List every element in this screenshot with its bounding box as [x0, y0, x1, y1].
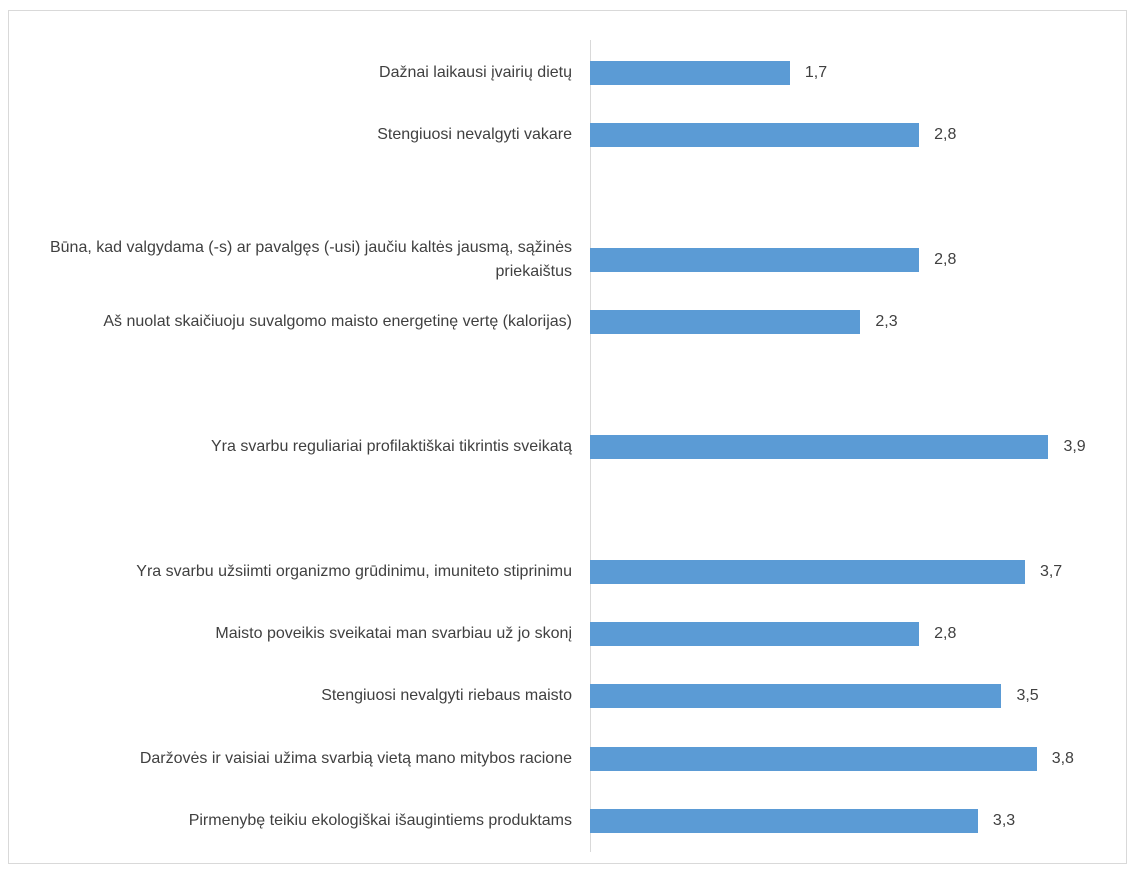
- category-label: Yra svarbu reguliariai profilaktiškai ti…: [210, 437, 572, 455]
- bar: [590, 684, 1002, 709]
- data-label: 3,8: [1051, 749, 1074, 767]
- category-label: Stengiuosi nevalgyti riebaus maisto: [321, 687, 572, 705]
- bar: [590, 434, 1049, 459]
- data-label: 3,3: [992, 811, 1016, 829]
- category-label: Maisto poveikis sveikatai man svarbiau u…: [215, 624, 572, 642]
- category-label: Daržovės ir vaisiai užima svarbią vietą …: [139, 749, 572, 767]
- bar: [590, 559, 1025, 584]
- chart-frame: [8, 10, 1127, 864]
- category-label: Dažnai laikausi įvairių dietų: [379, 64, 572, 81]
- category-label: Pirmenybę teikiu ekologiškai išaugintiem…: [188, 811, 572, 829]
- category-label: Yra svarbu užsiimti organizmo grūdinimu,…: [136, 562, 572, 580]
- data-label: 3,7: [1039, 562, 1063, 580]
- bar: [590, 808, 978, 833]
- bar: [590, 123, 920, 148]
- data-label: 2,8: [934, 250, 957, 268]
- data-label: 2,8: [934, 624, 957, 642]
- bar: [590, 310, 861, 335]
- data-label: 3,5: [1016, 687, 1039, 705]
- data-label: 3,9: [1063, 437, 1086, 455]
- data-label: 2,3: [875, 313, 898, 331]
- bar: [590, 621, 920, 646]
- bar: [590, 247, 920, 272]
- bar: [590, 61, 790, 85]
- data-label: 1,7: [804, 64, 828, 81]
- data-label: 2,8: [934, 126, 957, 144]
- bar: [590, 746, 1037, 771]
- category-label: Būna, kad valgydama (-s) ar pavalgęs (-u…: [49, 238, 572, 280]
- category-label: Aš nuolat skaičiuoju suvalgomo maisto en…: [103, 313, 572, 331]
- category-label: Stengiuosi nevalgyti vakare: [377, 126, 572, 144]
